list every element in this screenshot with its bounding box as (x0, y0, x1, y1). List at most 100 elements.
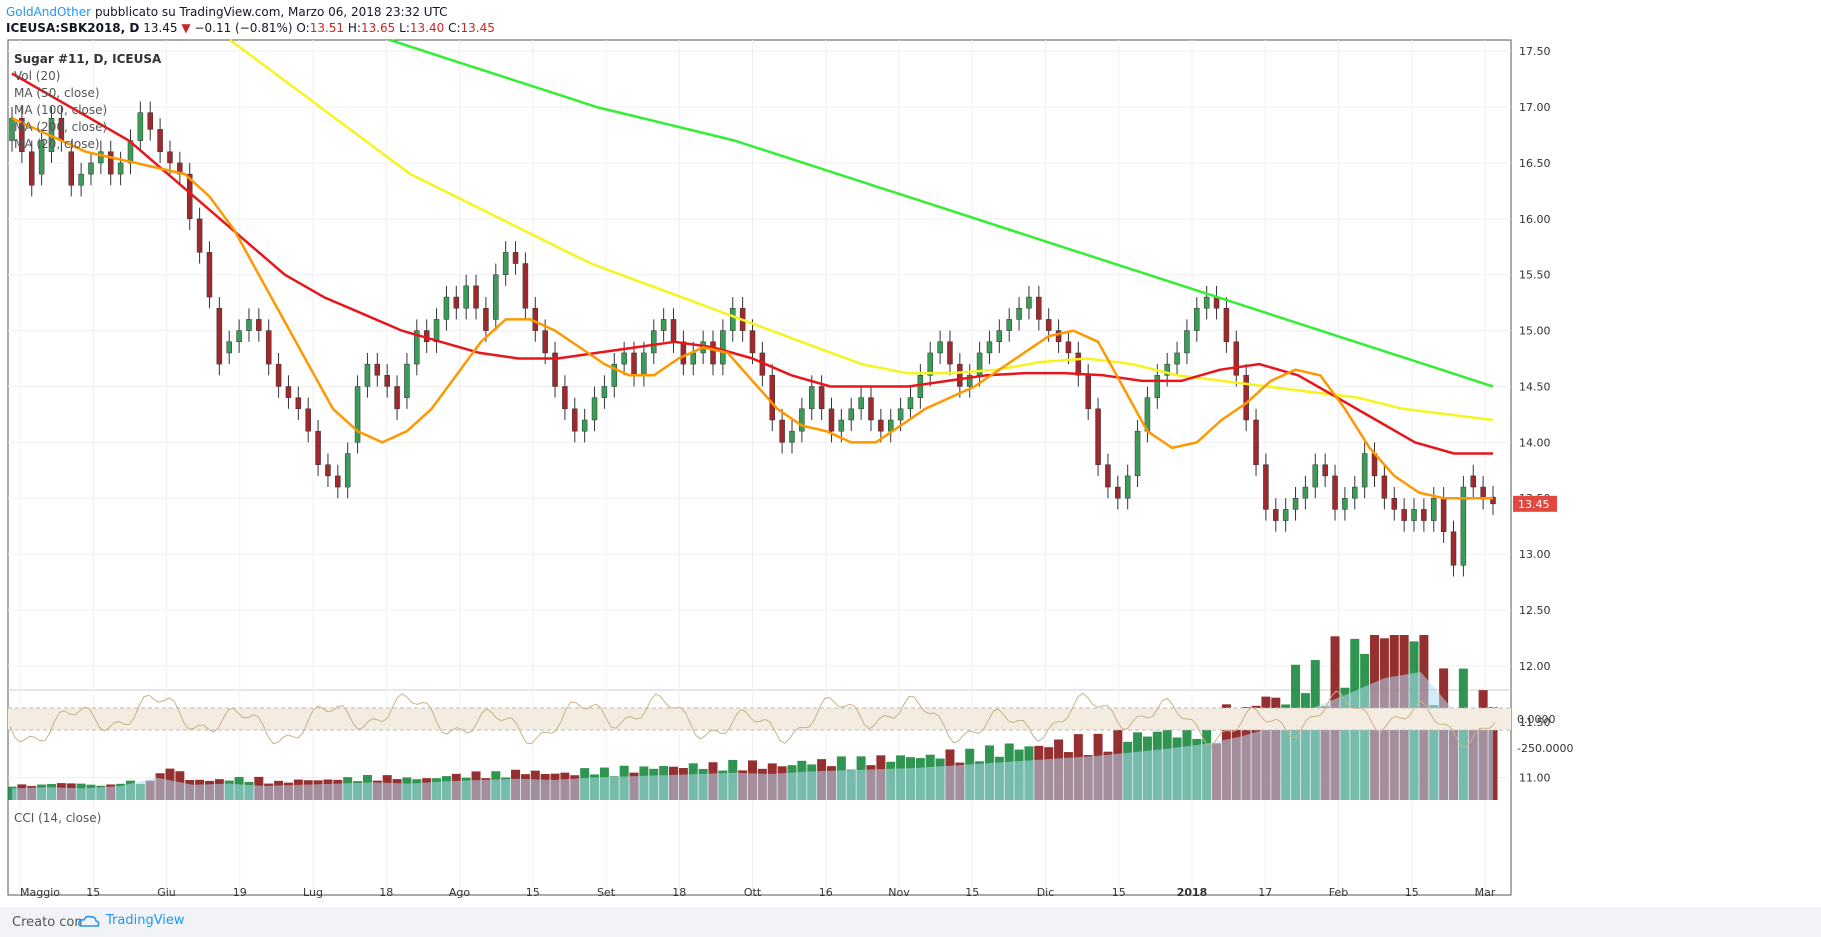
x-tick-label: 15 (965, 886, 979, 899)
x-tick-label: 17 (1258, 886, 1272, 899)
candle-body (1134, 430, 1141, 477)
candle-body (305, 408, 311, 432)
candle-body (1154, 375, 1161, 398)
candle-body (907, 397, 914, 410)
ma50-line (11, 72, 1493, 455)
legend-vol: Vol (20) (14, 69, 60, 83)
candle-body (631, 352, 637, 376)
candle-body (78, 173, 84, 186)
candle-body (285, 386, 292, 398)
x-tick-label: Giu (157, 886, 176, 899)
candle-body (1164, 363, 1170, 376)
author-link[interactable]: GoldAndOther (6, 5, 92, 19)
candle-body (364, 363, 371, 387)
x-tick-label: Ago (449, 886, 471, 899)
candle-body (957, 363, 963, 387)
candle-body (1352, 486, 1358, 499)
candle-body (1381, 475, 1388, 499)
x-tick-label: Ott (744, 886, 762, 899)
candle-body (265, 330, 272, 365)
candle-body (1105, 464, 1111, 488)
candle-body (1233, 341, 1240, 376)
legend-ma200: MA (200, close) (14, 120, 107, 134)
candle-body (838, 419, 845, 432)
cci-panel (8, 690, 1511, 749)
cci-label: CCI (14, close) (14, 811, 101, 825)
x-tick-label: 15 (1405, 886, 1419, 899)
candle-body (1223, 307, 1230, 343)
change-value: −0.11 (−0.81%) (194, 21, 293, 35)
candle-body (966, 375, 973, 387)
x-tick-label: 2018 (1177, 886, 1208, 899)
candle-body (236, 330, 242, 343)
candle-body (1391, 497, 1398, 510)
candle-body (68, 151, 74, 186)
candle-body (917, 375, 924, 398)
candle-body (1243, 375, 1249, 421)
candle-body (463, 285, 469, 309)
candle-body (206, 252, 213, 298)
candle-body (1253, 419, 1259, 465)
candle-body (1292, 497, 1299, 510)
moving-averages (11, 38, 1494, 500)
candle-body (1263, 464, 1269, 510)
candle-body (1361, 453, 1368, 488)
candle-body (1184, 330, 1190, 354)
candle-body (1460, 486, 1467, 566)
candle-body (325, 464, 331, 477)
candles (9, 101, 1496, 577)
y-tick-label: 11.50 (1519, 716, 1551, 729)
candle-body (808, 386, 815, 410)
x-tick-label: 18 (379, 886, 393, 899)
candle-body (1302, 486, 1309, 499)
tradingview-link[interactable]: TradingView (78, 913, 185, 928)
volume-ma-area (12, 672, 1493, 800)
candle-body (680, 341, 687, 365)
x-tick-label: Set (597, 886, 616, 899)
cloud-icon (78, 915, 100, 927)
candle-body (591, 397, 598, 421)
axes: 17.50 17.00 16.50 16.00 15.50 15.00 14.50 14.00… (20, 45, 1573, 899)
candle-body (1431, 497, 1437, 521)
candle-body (897, 408, 904, 421)
x-tick-label: 19 (233, 886, 247, 899)
candle-body (295, 397, 302, 410)
plot-frame (7, 39, 1512, 896)
cci-band (8, 708, 1511, 730)
candle-body (1470, 475, 1477, 488)
candle-body (1115, 486, 1121, 499)
candle-body (986, 341, 993, 354)
candle-body (1273, 509, 1279, 521)
y-tick-label: 15.50 (1519, 269, 1551, 282)
low-label: L: (399, 21, 410, 35)
y-tick-label: 12.00 (1519, 660, 1551, 673)
x-tick-label: Mar (1475, 886, 1496, 899)
x-tick-label: Lug (303, 886, 323, 899)
legend-ma100: MA (100, close) (14, 103, 107, 117)
candle-body (1085, 375, 1091, 410)
legend: Sugar #11, D, ICEUSA Vol (20) MA (50, cl… (14, 52, 162, 825)
candle-body (779, 419, 785, 443)
open-value: 13.51 (309, 21, 345, 35)
close-label: C: (448, 21, 461, 35)
candle-body (749, 330, 756, 354)
y-tick-label: 13.00 (1519, 548, 1551, 561)
down-arrow-icon: ▼ (181, 21, 191, 35)
candle-body (167, 151, 173, 164)
candle-body (1480, 486, 1486, 499)
candle-body (226, 341, 232, 354)
candle-body (947, 341, 953, 365)
candle-body (28, 151, 35, 186)
x-tick-label: Nov (888, 886, 910, 899)
last-price-tag (1513, 495, 1557, 512)
legend-title: Sugar #11, D, ICEUSA (14, 52, 162, 66)
candle-body (690, 352, 697, 365)
candle-body (522, 263, 529, 309)
footer: Creato con TradingView (0, 907, 1821, 937)
y-tick-label: 17.50 (1519, 45, 1551, 58)
candle-body (1174, 352, 1180, 365)
price-chart[interactable]: 17.50 17.00 16.50 16.00 15.50 15.00 14.50 14.00… (0, 0, 1821, 905)
brand-label: TradingView (106, 913, 185, 928)
candle-body (562, 386, 568, 410)
candle-body (394, 386, 400, 410)
